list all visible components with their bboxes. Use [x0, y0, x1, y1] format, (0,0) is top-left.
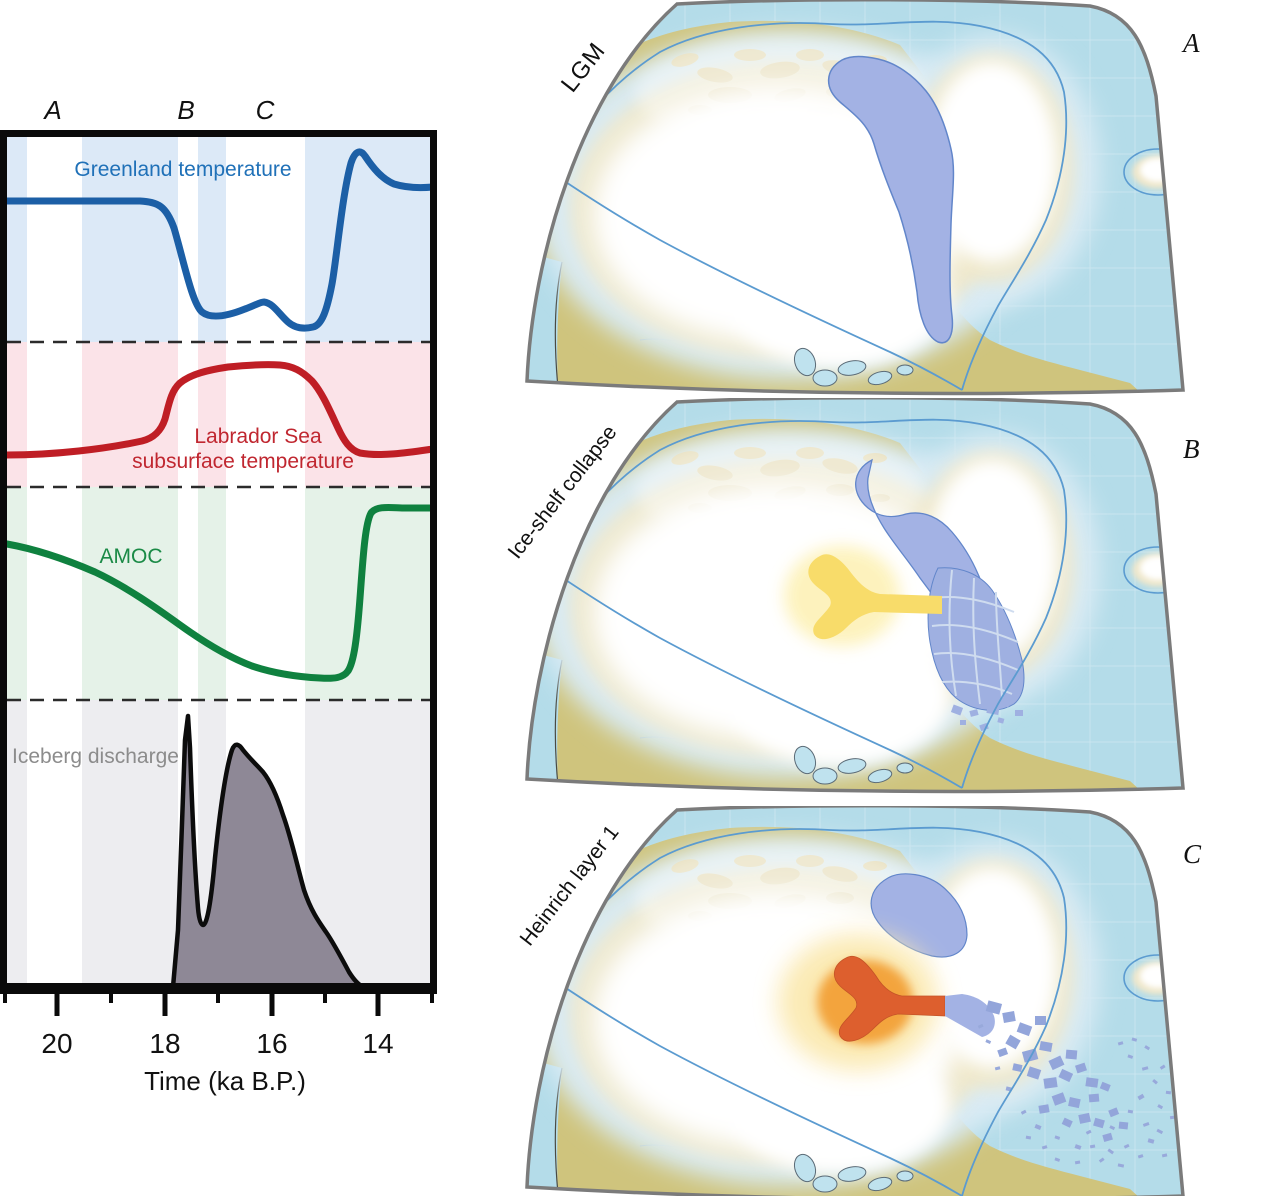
iceberg-armada-slivers	[977, 1023, 1176, 1168]
labrador-label-line1: Labrador Sea	[194, 425, 322, 448]
iceland-ice-margin	[1123, 148, 1183, 196]
map-panel-heinrich-layer-1	[525, 806, 1185, 1196]
x-tick-16: 16	[256, 1028, 287, 1059]
great-lakes	[793, 745, 914, 785]
map-border	[525, 806, 1185, 1196]
timeseries-chart: A B C	[0, 95, 437, 1096]
hudson-ice-stream-red	[833, 955, 946, 1042]
hudson-ice-stream-yellow	[808, 554, 942, 640]
map-panel-letter-c: C	[1183, 839, 1202, 869]
event-letter-b: B	[177, 95, 194, 125]
x-axis-ticks	[3, 990, 434, 1016]
iceland-ice-core	[1140, 158, 1176, 182]
labrador-sea-curve	[3, 361, 437, 459]
map-panel-ice-shelf-collapse	[525, 398, 1185, 794]
map-panel-letter-b: B	[1183, 434, 1200, 464]
panel-bands-iceberg	[7, 700, 430, 987]
labrador-label-line2: subsurface temperature	[132, 450, 354, 473]
map-panel-letter-a: A	[1183, 28, 1200, 58]
map-border	[525, 398, 1185, 794]
x-tick-18: 18	[149, 1028, 180, 1059]
ice-shelf-cracks	[931, 569, 1019, 705]
ice-margin-line	[547, 20, 1068, 391]
iceberg-armada-plates	[985, 1000, 1129, 1142]
laurentide-ice-core-se	[730, 630, 950, 766]
laurentide-ice-core-se	[730, 1038, 950, 1174]
baffin-bay-ice-shelf	[827, 55, 955, 344]
iceland-ice-core	[1140, 964, 1176, 988]
amoc-curve	[3, 503, 437, 682]
amoc-label: AMOC	[100, 545, 163, 568]
map-border	[525, 0, 1185, 396]
iceland-ice-margin	[1123, 546, 1183, 594]
x-tick-14: 14	[362, 1028, 393, 1059]
panel-separators	[7, 340, 430, 702]
ice-margin-line	[547, 418, 1068, 789]
event-letter-c: C	[256, 95, 275, 125]
iceland-ice-margin	[1123, 954, 1183, 1002]
ice-margin-line	[547, 826, 1068, 1196]
iceberg-discharge-label: Iceberg discharge	[12, 745, 179, 768]
greenland-temperature-label: Greenland temperature	[74, 158, 291, 181]
great-lakes	[793, 347, 914, 387]
intact-ice-shelf	[855, 458, 982, 603]
greenland-ice-core	[927, 62, 1057, 262]
greenland-temperature-curve	[3, 148, 437, 332]
great-lakes	[793, 1153, 914, 1193]
laurentide-ice-core-se	[730, 232, 950, 368]
iceberg-discharge-area	[170, 713, 366, 990]
map-panel-lgm	[525, 0, 1185, 396]
x-tick-20: 20	[41, 1028, 72, 1059]
detached-ice-plates	[950, 698, 1023, 732]
x-axis-title: Time (ka B.P.)	[144, 1066, 306, 1096]
event-letter-a: A	[42, 95, 61, 125]
iceland-ice-core	[1140, 556, 1176, 580]
ice-shelf-remnant	[870, 873, 968, 958]
